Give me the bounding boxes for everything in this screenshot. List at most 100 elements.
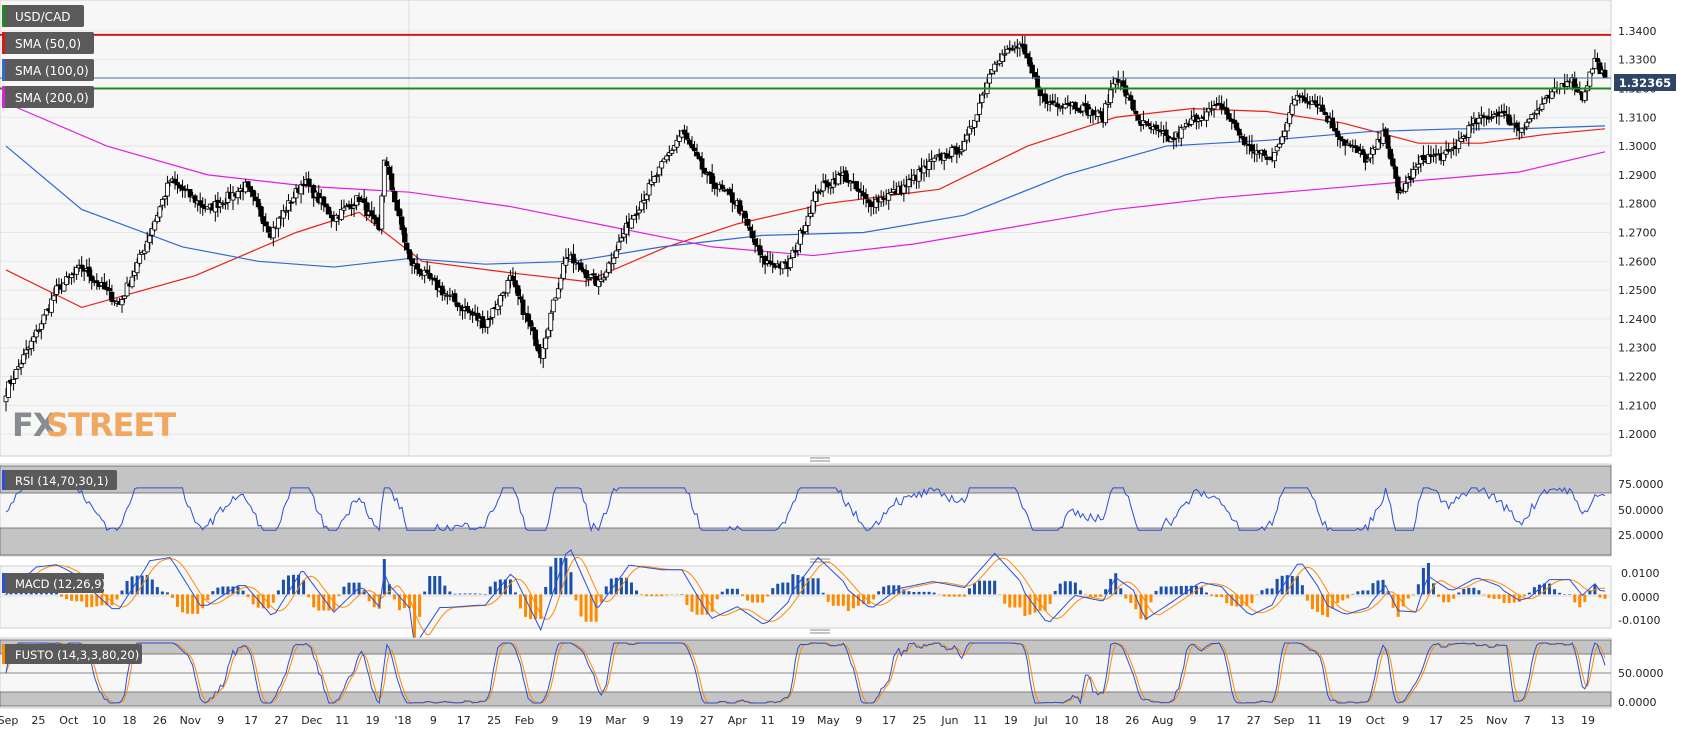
candle-up <box>1204 111 1209 121</box>
date-tick-label: Sep <box>1274 714 1295 727</box>
price-axis: 1.34001.33001.32001.31001.30001.29001.28… <box>1618 25 1657 441</box>
candle-down <box>1501 110 1507 114</box>
pane-resize-handle-3[interactable] <box>810 629 830 634</box>
candle-down <box>727 188 733 195</box>
candle <box>1383 126 1388 143</box>
candle <box>682 124 687 144</box>
macd-hist-bar <box>1048 594 1052 604</box>
candle-up <box>41 314 47 325</box>
macd-hist-bar <box>206 594 210 600</box>
candle <box>399 209 405 235</box>
candle <box>89 269 95 290</box>
candle <box>1421 145 1426 166</box>
candle-up <box>624 222 629 235</box>
candle-up <box>603 271 609 278</box>
candle <box>1534 100 1540 120</box>
candle-down <box>533 329 539 347</box>
candle <box>949 144 955 163</box>
candle <box>1506 106 1512 126</box>
pane-resize-handle-1[interactable] <box>810 457 830 462</box>
candle-down <box>530 327 536 332</box>
candle <box>992 60 998 75</box>
candle-down <box>1136 114 1141 121</box>
macd-hist-bar <box>756 594 760 603</box>
candle <box>697 153 702 162</box>
candle <box>1345 138 1351 146</box>
candle-down <box>369 210 375 217</box>
candle <box>873 194 879 214</box>
candle <box>591 268 597 285</box>
legend-item-sma100[interactable]: SMA (100,0) <box>2 59 94 81</box>
macd-hist-bar <box>1225 594 1229 604</box>
candle <box>712 176 718 195</box>
macd-hist-bar <box>443 585 447 595</box>
macd-hist-bar <box>766 594 770 597</box>
candle <box>137 249 143 267</box>
candle <box>1078 106 1083 114</box>
candle-up <box>298 184 304 195</box>
candle <box>810 191 816 218</box>
candle-down <box>79 264 85 269</box>
date-tick-label: Nov <box>180 714 202 727</box>
candle <box>480 310 486 334</box>
macd-hist-bar <box>549 566 553 595</box>
candle <box>149 222 155 245</box>
macd-hist-bar <box>1310 594 1314 610</box>
candle <box>586 270 592 287</box>
candle <box>510 267 516 286</box>
candle-down <box>1022 44 1028 55</box>
candle-down <box>470 311 475 316</box>
macd-hist-bar <box>1008 594 1012 608</box>
macd-hist-bar <box>1215 594 1219 597</box>
candle <box>613 244 619 259</box>
candle <box>1592 49 1598 70</box>
candle-down <box>265 226 271 233</box>
candle-down <box>1025 53 1030 59</box>
macd-hist-bar <box>1472 587 1476 595</box>
macd-hist-bar <box>640 594 644 596</box>
candle-down <box>1383 128 1388 137</box>
macd-hist-bar <box>816 578 820 595</box>
candle-up <box>1441 152 1446 161</box>
candle-down <box>1231 119 1237 124</box>
candle-up <box>1277 143 1283 148</box>
candle <box>805 206 811 235</box>
date-tick-label: 19 <box>366 714 380 727</box>
candle-up <box>497 295 503 307</box>
candle-down <box>1055 103 1061 108</box>
candle <box>1022 35 1028 59</box>
rsi-legend[interactable]: RSI (14,70,30,1) <box>2 470 117 490</box>
legend-item-usdcad[interactable]: USD/CAD <box>2 5 84 27</box>
macd-legend[interactable]: MACD (12,26,9) <box>2 573 106 593</box>
candle <box>921 159 927 182</box>
candle <box>1375 131 1381 151</box>
macd-hist-bar <box>49 593 53 595</box>
candle-down <box>737 200 743 214</box>
macd-hist-bar <box>1199 587 1203 595</box>
candle-down <box>1128 95 1134 101</box>
candle-down <box>535 344 541 352</box>
candle-down <box>528 320 533 327</box>
candle-up <box>132 271 138 276</box>
legend-item-sma200[interactable]: SMA (200,0) <box>2 86 94 108</box>
candle <box>1002 45 1008 62</box>
candle-down <box>510 276 516 282</box>
candle <box>154 212 160 224</box>
date-tick-label: Jun <box>940 714 958 727</box>
candle-down <box>1337 136 1343 140</box>
macd-hist-bar <box>1144 594 1148 621</box>
candle <box>1597 59 1603 75</box>
macd-hist-bar <box>1260 590 1264 595</box>
legend-item-sma50[interactable]: SMA (50,0) <box>2 32 94 54</box>
candle-up <box>873 198 879 208</box>
macd-hist-bar <box>1134 594 1138 610</box>
candle <box>341 199 347 215</box>
date-tick-label: Nov <box>1486 714 1508 727</box>
macd-hist-bar <box>201 594 205 609</box>
fusto-legend[interactable]: FUSTO (14,3,3,80,20) <box>2 644 142 664</box>
candle <box>1009 44 1015 52</box>
macd-hist-bar <box>1119 588 1123 595</box>
candle <box>1549 88 1555 100</box>
candle <box>1501 103 1507 119</box>
macd-hist-bar <box>181 594 185 613</box>
